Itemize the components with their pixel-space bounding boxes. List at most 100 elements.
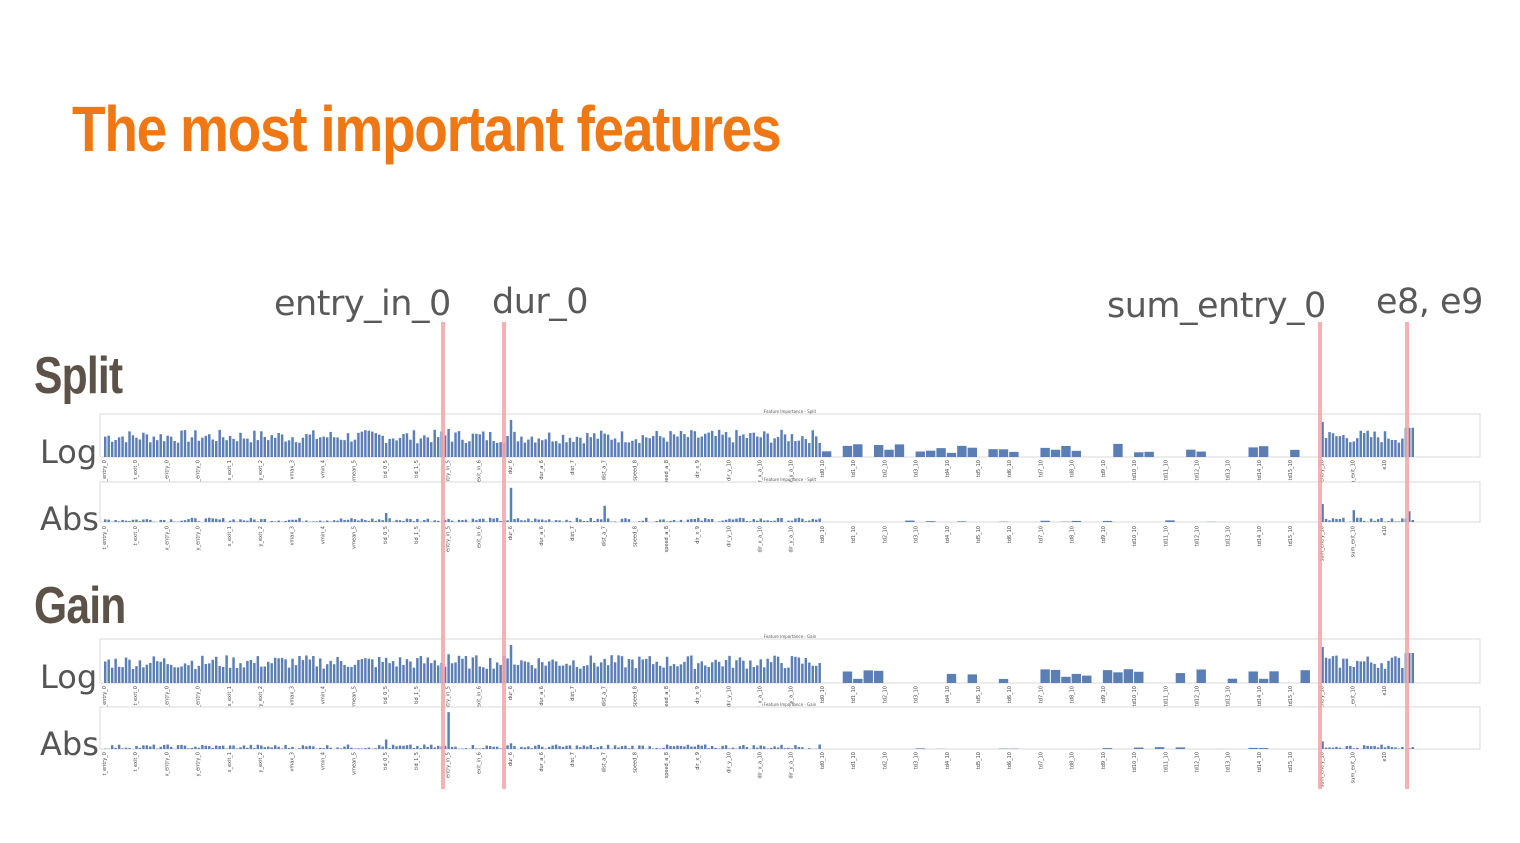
bar-sum_exit_10-0 xyxy=(1352,666,1356,683)
bar-y_exit_2-2 xyxy=(267,440,270,457)
bar-td4_10-1 xyxy=(957,521,967,522)
bar-vmin_4-7 xyxy=(346,519,350,522)
bar-dir_y_a_10-7 xyxy=(814,519,818,522)
bar-sum_exit_10-0 xyxy=(1352,748,1356,749)
bar-sum_exit_10-5 xyxy=(1369,518,1373,522)
bar-dist_a_7-0 xyxy=(603,505,606,522)
callout-e8-e9: e8, e9 xyxy=(1376,282,1483,322)
tick-label-t_exit_0: t_exit_0 xyxy=(133,686,139,705)
bar-e10-5 xyxy=(1401,668,1404,683)
bar-dir_y_10-4 xyxy=(742,518,745,522)
bar-dur_6-1 xyxy=(513,431,516,457)
bar-dir_y_a_10-6 xyxy=(811,430,814,457)
bar-entry_in_5-0 xyxy=(447,518,450,522)
bar-td2_10-0 xyxy=(884,449,894,457)
bar-sum_exit_10-5 xyxy=(1369,662,1373,683)
bar-e10-7 xyxy=(1408,653,1411,683)
bar-exit_in_6-5 xyxy=(495,517,499,522)
tick-label-vmin_4: vmin_4 xyxy=(321,686,327,704)
tick-label-td2_10: td2_10 xyxy=(882,526,888,543)
bar-sum_entry_10-0 xyxy=(1321,421,1324,457)
bar-tid_1_5-5 xyxy=(433,429,436,457)
bar-e10-3 xyxy=(1394,440,1397,457)
bar-dur_6-4 xyxy=(523,442,527,457)
tick-label-tid_1_5: tid_1_5 xyxy=(414,686,420,704)
bar-y_entry_0-1 xyxy=(201,655,204,683)
bar-dir_x_a_10-4 xyxy=(773,746,776,749)
tick-label-td8_10: td8_10 xyxy=(1070,526,1076,543)
highlight-line-3 xyxy=(1405,322,1409,789)
bar-dist_a_7-5 xyxy=(620,431,624,457)
bar-sum_exit_10-1 xyxy=(1356,747,1359,749)
bar-tid_0_5-4 xyxy=(398,520,402,522)
bar-t_exit_0-7 xyxy=(159,661,162,683)
bar-dist_7-7 xyxy=(596,518,599,522)
bar-tid_1_5-8 xyxy=(443,435,447,457)
tick-label-tid_0_5: tid_0_5 xyxy=(383,686,389,704)
bar-vmean_5-1 xyxy=(357,660,360,683)
tick-label-dur_a_6: dur_a_6 xyxy=(539,526,545,546)
bar-x_exit_1-4 xyxy=(242,438,246,457)
bar-td7_10-1 xyxy=(1050,669,1061,683)
bar-x_entry_0-5 xyxy=(183,520,187,522)
tick-label-dir_x_9: dir_x_9 xyxy=(695,686,701,704)
bar-t_entry_0-3 xyxy=(114,747,117,749)
tick-label-vmax_3: vmax_3 xyxy=(289,686,295,706)
bar-y_entry_0-5 xyxy=(214,745,218,749)
bar-td14_10-0 xyxy=(1258,678,1269,683)
tick-label-td13_10: td13_10 xyxy=(1226,526,1232,546)
bar-exit_in_6-3 xyxy=(488,432,492,457)
bar-tid_0_5-7 xyxy=(409,439,412,457)
bar-vmean_5-2 xyxy=(360,659,364,683)
bar-e10-2 xyxy=(1390,518,1394,522)
bar-vmin_4-1 xyxy=(325,437,329,457)
bar-x_entry_0-8 xyxy=(194,746,197,749)
bar-exit_in_6-8 xyxy=(506,520,509,522)
tick-label-y_exit_2: y_exit_2 xyxy=(258,526,264,546)
bar-dur_6-3 xyxy=(520,660,523,683)
bar-vmax_3-0 xyxy=(291,746,294,749)
bar-dir_y_a_10-8 xyxy=(818,442,821,457)
bar-dir_x_a_10-1 xyxy=(762,431,766,457)
bar-vmean_5-5 xyxy=(371,518,374,522)
bar-x_exit_1-1 xyxy=(232,438,235,457)
tick-label-sum_exit_10: sum_exit_10 xyxy=(1351,526,1357,557)
bar-dir_y_a_10-7 xyxy=(814,665,818,683)
bar-sum_entry_10-1 xyxy=(1324,747,1328,749)
bar-dir_y_10-6 xyxy=(749,521,752,522)
bar-exit_in_6-3 xyxy=(488,657,492,683)
bar-e10-7 xyxy=(1408,427,1411,457)
bar-dir_y_a_10-0 xyxy=(790,656,794,683)
bar-dur_6-6 xyxy=(530,521,534,522)
bar-t_entry_0-7 xyxy=(128,748,131,749)
bar-speed_a_8-4 xyxy=(679,430,683,457)
chart-frame xyxy=(99,706,1481,750)
bar-t_entry_0-7 xyxy=(128,520,131,522)
bar-vmin_4-3 xyxy=(332,664,336,683)
bar-entry_in_5-3 xyxy=(457,655,461,683)
bar-vmin_4-0 xyxy=(322,668,325,683)
bar-td13_10-2 xyxy=(1248,447,1258,457)
tick-label-tid_1_5: tid_1_5 xyxy=(414,752,420,770)
tick-label-x_entry_0: x_entry_0 xyxy=(164,752,170,776)
bar-x_entry_0-5 xyxy=(183,663,187,683)
tick-label-vmin_4: vmin_4 xyxy=(321,460,327,478)
bar-sum_exit_10-6 xyxy=(1373,663,1376,683)
bar-t_entry_0-4 xyxy=(117,437,121,457)
bar-tid_0_5-0 xyxy=(384,443,388,457)
tick-label-t_entry_0: t_entry_0 xyxy=(102,460,108,483)
bar-speed_a_8-7 xyxy=(690,655,693,683)
bar-y_entry_0-5 xyxy=(214,441,218,457)
bar-vmax_3-4 xyxy=(305,655,308,683)
bar-vmin_4-6 xyxy=(343,746,346,749)
bar-dir_x_9-0 xyxy=(697,744,700,749)
bar-x_exit_1-7 xyxy=(253,748,256,749)
bar-dir_y_a_10-2 xyxy=(797,657,801,683)
bar-dist_7-2 xyxy=(579,519,582,522)
tick-label-dir_y_a_10: dir_y_a_10 xyxy=(789,460,795,487)
bar-x_exit_1-0 xyxy=(228,745,232,749)
bar-entry_in_5-2 xyxy=(454,432,457,457)
bar-dir_x_9-0 xyxy=(697,517,700,522)
bar-vmax_3-6 xyxy=(312,430,315,457)
bar-tid_0_5-8 xyxy=(412,747,416,749)
